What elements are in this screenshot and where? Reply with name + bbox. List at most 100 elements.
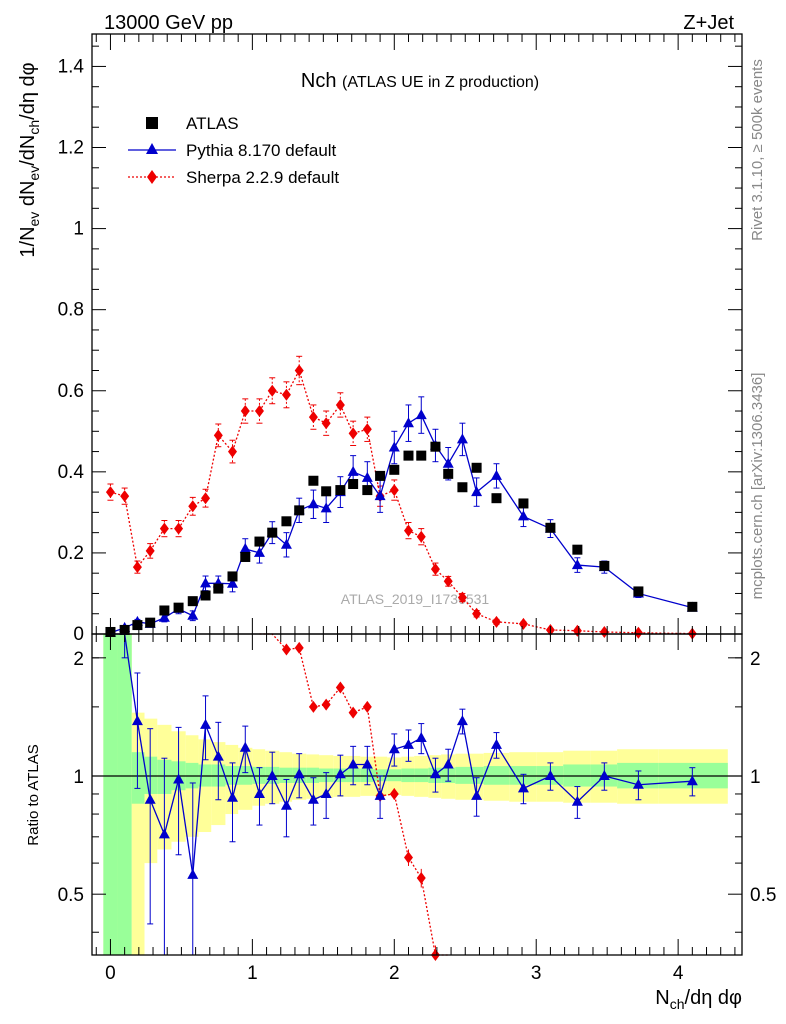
main-ylabel-sub-3: ch bbox=[26, 120, 42, 135]
atlas-data-point bbox=[254, 536, 265, 547]
pythia-ratio-point bbox=[200, 718, 212, 729]
atlas-data-point bbox=[213, 583, 224, 594]
pythia-ratio-point bbox=[456, 715, 468, 726]
atlas-data-point bbox=[687, 601, 698, 612]
sherpa-main-point bbox=[188, 500, 198, 513]
band-inner-bin bbox=[373, 769, 388, 782]
main-y-tick-label: 0.2 bbox=[58, 543, 84, 564]
band-inner-bin bbox=[103, 634, 118, 955]
sherpa-ratio-point bbox=[281, 643, 291, 656]
legend-sherpa-marker bbox=[147, 170, 157, 184]
ratio-y-tick-label-right: 2 bbox=[750, 649, 761, 670]
ratio-y-tick-label-right: 1 bbox=[750, 767, 761, 788]
header-right: Z+Jet bbox=[683, 12, 734, 34]
pythia-ratio-point bbox=[212, 750, 224, 761]
pythia-ratio-point bbox=[307, 793, 319, 804]
pythia-main-point bbox=[158, 611, 170, 622]
main-ylabel: 1/Nev dNev/dNch/dη dφ bbox=[17, 62, 42, 257]
atlas-data-point bbox=[335, 485, 346, 496]
sherpa-ratio-point bbox=[348, 706, 358, 719]
atlas-data-point bbox=[545, 522, 556, 533]
pythia-main-point bbox=[456, 433, 468, 444]
pythia-main-point bbox=[388, 441, 400, 452]
atlas-data-point bbox=[491, 493, 502, 504]
sherpa-main-point bbox=[105, 486, 115, 499]
pythia-ratio-point bbox=[173, 773, 185, 784]
ratio-y-tick-label-right: 0.5 bbox=[750, 885, 776, 906]
x-tick-label: 1 bbox=[247, 963, 258, 984]
atlas-data-point bbox=[200, 590, 211, 601]
ratio-bands bbox=[103, 634, 728, 955]
main-y-tick-label: 1.4 bbox=[58, 56, 85, 77]
atlas-data-point bbox=[518, 498, 529, 509]
sherpa-main-point bbox=[213, 429, 223, 442]
pythia-ratio-point bbox=[517, 782, 529, 793]
pythia-ratio-point bbox=[158, 828, 170, 839]
band-inner-bin bbox=[387, 769, 402, 782]
x-tick-label: 2 bbox=[389, 963, 400, 984]
legend-pythia-label: Pythia 8.170 default bbox=[186, 141, 337, 160]
sherpa-main-point bbox=[240, 405, 250, 418]
sherpa-main-point bbox=[457, 591, 467, 604]
pythia-main-point bbox=[347, 465, 359, 476]
legend-atlas-marker bbox=[146, 117, 158, 129]
pythia-ratio-point bbox=[253, 787, 265, 798]
pythia-ratio-point bbox=[334, 768, 346, 779]
pythia-main-point bbox=[374, 490, 386, 501]
pythia-main-point bbox=[227, 577, 239, 588]
atlas-data-point bbox=[403, 450, 414, 461]
xlabel-part-2: /dη dφ bbox=[685, 987, 742, 1009]
band-inner-bin bbox=[401, 768, 415, 783]
pythia-ratio-point bbox=[131, 715, 143, 726]
atlas-data-point bbox=[443, 468, 454, 479]
sherpa-main-point bbox=[416, 530, 426, 543]
ratio-y-tick-label-left: 1 bbox=[73, 767, 84, 788]
sherpa-main-point bbox=[201, 492, 211, 505]
atlas-data-point bbox=[572, 544, 583, 555]
ratio-ylabel: Ratio to ATLAS bbox=[25, 744, 42, 845]
pythia-main-point bbox=[361, 471, 373, 482]
header-left: 13000 GeV pp bbox=[104, 12, 233, 34]
atlas-data-point bbox=[294, 505, 305, 516]
plot-title-sub: (ATLAS UE in Z production) bbox=[342, 74, 539, 91]
sherpa-ratio-point bbox=[294, 641, 304, 654]
pythia-ratio-point bbox=[227, 791, 239, 802]
pythia-main-point bbox=[415, 409, 427, 420]
main-y-tick-label: 0.8 bbox=[58, 300, 84, 321]
sherpa-ratio-point bbox=[335, 681, 345, 694]
atlas-data-point bbox=[348, 479, 359, 489]
sherpa-main-point bbox=[599, 625, 609, 638]
sherpa-main-point bbox=[430, 563, 440, 576]
pythia-ratio-point bbox=[442, 758, 454, 769]
band-inner-bin bbox=[306, 767, 320, 783]
pythia-main-point bbox=[200, 577, 212, 588]
band-inner-bin bbox=[414, 768, 429, 783]
sherpa-main-point bbox=[491, 615, 501, 628]
pythia-ratio-point bbox=[347, 758, 359, 769]
atlas-data-point bbox=[389, 464, 400, 475]
axes: 0 0.2 0.4 0.6 0.8 1 1.2 1.4 0 1 2 3 4 0.5 0.5 1 1 2 2 bbox=[58, 33, 776, 984]
atlas-data-point bbox=[321, 486, 332, 497]
sherpa-main-point bbox=[145, 544, 155, 557]
sherpa-main-point bbox=[403, 524, 413, 537]
atlas-data-point bbox=[308, 475, 319, 486]
pythia-main-point bbox=[571, 559, 583, 570]
sherpa-main-point bbox=[389, 484, 399, 497]
atlas-data-point bbox=[457, 482, 468, 493]
sherpa-main-point bbox=[362, 423, 372, 436]
atlas-data-point bbox=[267, 527, 278, 538]
main-y-tick-label: 0.6 bbox=[58, 381, 84, 402]
pythia-main-point bbox=[442, 457, 454, 468]
atlas-data-point bbox=[132, 620, 143, 631]
sherpa-main-point bbox=[159, 522, 169, 535]
legend-pythia-marker bbox=[146, 143, 158, 154]
pythia-ratio-point bbox=[187, 868, 199, 879]
pythia-main-point bbox=[320, 502, 332, 513]
main-y-tick-label: 0.4 bbox=[58, 462, 85, 483]
x-tick-label: 0 bbox=[105, 963, 116, 984]
xlabel-sub-1: ch bbox=[670, 996, 685, 1012]
pythia-main-point bbox=[239, 542, 251, 553]
sherpa-main-point bbox=[321, 417, 331, 430]
pythia-ratio-point bbox=[239, 741, 251, 752]
main-ylabel-part-4: /dη dφ bbox=[17, 62, 39, 119]
